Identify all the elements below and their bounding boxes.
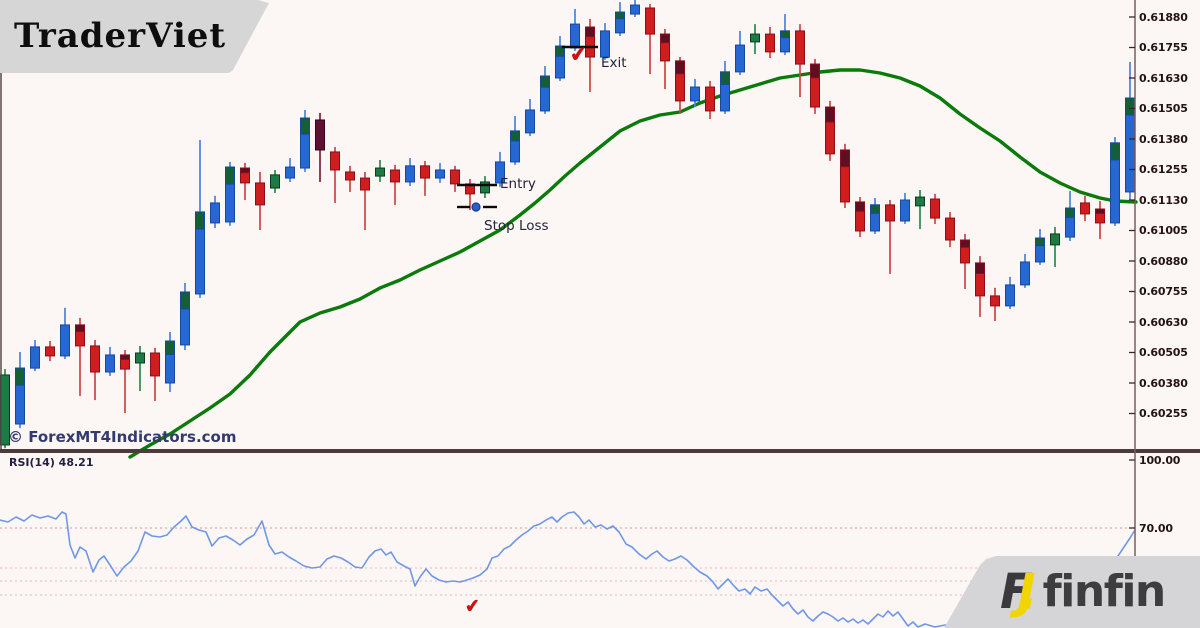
price-tick-label: 0.60380 [1139,376,1188,390]
price-tick-label: 0.61130 [1139,193,1188,207]
stop-loss-label: Stop Loss [484,218,549,234]
price-tick-label: 0.60755 [1139,285,1188,298]
watermark-text: © ForexMT4Indicators.com [8,428,237,446]
rsi-indicator-label: RSI(14) 48.21 [9,456,94,469]
price-tick-label: 0.60630 [1139,315,1188,329]
finfin-logo-banner: FJ finfin [944,556,1200,628]
rsi-checkmark-icon: ✔ [463,595,482,617]
rsi-tick-label: 100.00 [1139,453,1181,467]
price-tick-label: 0.60505 [1139,346,1188,359]
price-tick-label: 0.61755 [1139,41,1188,54]
price-tick-label: 0.61005 [1139,224,1188,237]
traderviet-logo-banner: TraderViet [0,0,269,73]
price-tick-label: 0.61880 [1139,10,1188,24]
rsi-tick-label: 70.00 [1139,521,1173,535]
exit-label: Exit [601,55,627,71]
price-tick-label: 0.61380 [1139,132,1188,146]
finfin-logo-mark-icon: FJ [1000,564,1036,620]
exit-checkmark-icon: ✔ [568,43,588,67]
price-tick-label: 0.61630 [1139,71,1188,85]
price-tick-label: 0.61255 [1139,163,1188,176]
entry-label: Entry [500,176,536,192]
finfin-logo: FJ finfin [1000,564,1167,620]
price-tick-label: 0.60880 [1139,254,1188,268]
price-tick-label: 0.60255 [1139,407,1188,420]
price-tick-label: 0.61505 [1139,102,1188,115]
price-axis: 0.61880 0.61755 0.61630 0.61505 0.61380 0.612… [1139,0,1199,628]
traderviet-logo-text: TraderViet [14,16,227,56]
finfin-logo-text: finfin [1042,566,1167,617]
